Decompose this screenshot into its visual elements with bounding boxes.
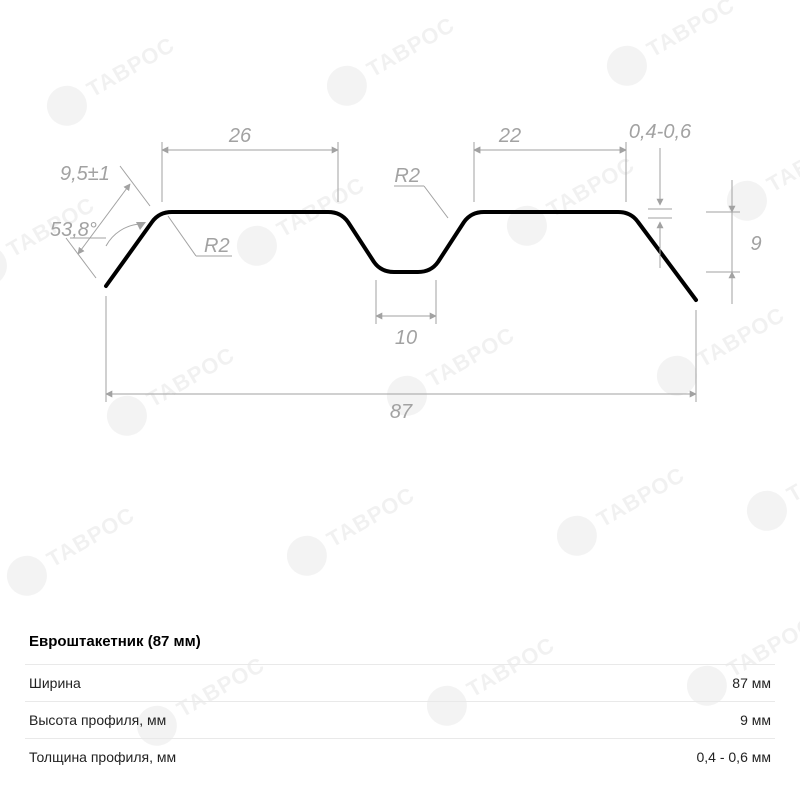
- dim-total: 87: [390, 401, 413, 423]
- dim-r-inner: R2: [394, 165, 420, 187]
- dim-top-left: 26: [228, 125, 252, 147]
- dim-top-right: 22: [498, 125, 521, 147]
- spec-label: Высота профиля, мм: [29, 712, 166, 728]
- specs-title: Евроштакетник (87 мм): [25, 623, 775, 664]
- specs-table: Евроштакетник (87 мм) Ширина 87 мм Высот…: [25, 623, 775, 775]
- spec-row: Ширина 87 мм: [25, 664, 775, 701]
- profile-path: [106, 212, 696, 300]
- dim-r-outer: R2: [204, 235, 230, 257]
- spec-value: 87 мм: [732, 675, 771, 691]
- dim-thickness: 0,4-0,6: [629, 121, 692, 143]
- dim-height: 9: [750, 233, 761, 255]
- spec-row: Высота профиля, мм 9 мм: [25, 701, 775, 738]
- spec-value: 9 мм: [740, 712, 771, 728]
- dim-angle: 53,8°: [50, 219, 97, 241]
- spec-row: Толщина профиля, мм 0,4 - 0,6 мм: [25, 738, 775, 775]
- spec-label: Толщина профиля, мм: [29, 749, 176, 765]
- spec-label: Ширина: [29, 675, 81, 691]
- dim-flange-len: 9,5±1: [60, 163, 110, 185]
- dim-valley: 10: [395, 327, 417, 349]
- spec-value: 0,4 - 0,6 мм: [696, 749, 771, 765]
